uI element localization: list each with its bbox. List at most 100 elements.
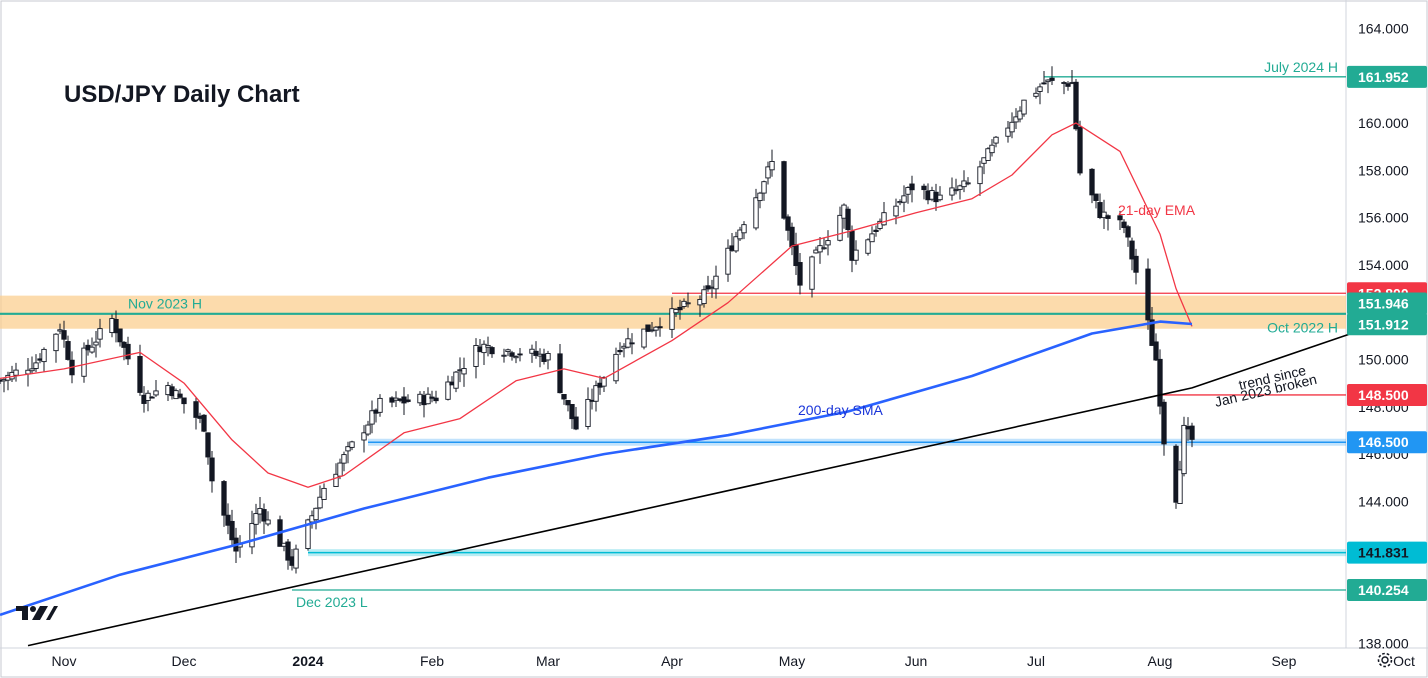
y-tick-label: 160.000 <box>1358 115 1409 131</box>
series-line <box>27 316 1401 647</box>
candle-body <box>369 410 375 425</box>
candle-body <box>505 349 511 353</box>
candle-body <box>29 368 35 372</box>
gear-icon[interactable] <box>1377 652 1393 668</box>
candle-body <box>965 182 971 185</box>
candle-body <box>821 247 827 250</box>
x-tick-label: Aug <box>1148 653 1173 669</box>
y-tick-label: 138.000 <box>1358 635 1409 651</box>
gear-core <box>1381 656 1389 664</box>
y-tick-label: 144.000 <box>1358 493 1409 509</box>
candle-body <box>41 348 47 363</box>
candle-body <box>1017 110 1023 120</box>
level-note: Dec 2023 L <box>296 594 368 610</box>
price-tag-label: 148.500 <box>1358 387 1409 403</box>
candle-body <box>361 432 367 441</box>
candle-body <box>221 481 227 516</box>
candle-body <box>753 197 759 229</box>
price-tag-label: 146.500 <box>1358 434 1409 450</box>
candle-body <box>1073 81 1079 130</box>
candle-body <box>209 457 215 482</box>
candle-body <box>153 390 159 396</box>
logo-dot <box>30 606 36 612</box>
candle-body <box>977 166 983 185</box>
candle-body <box>685 302 691 305</box>
candle-body <box>53 333 59 352</box>
logo-bar <box>16 606 27 611</box>
candle-body <box>265 519 271 525</box>
candle-body <box>657 326 663 329</box>
candle-body <box>937 194 943 201</box>
candle-body <box>261 509 267 522</box>
candle-body <box>585 398 591 427</box>
candle-body <box>1105 215 1111 219</box>
candle-body <box>181 397 187 405</box>
candle-body <box>97 328 103 340</box>
candle-body <box>453 371 459 389</box>
candle-body <box>33 362 39 369</box>
candle-body <box>573 416 579 430</box>
candle-body <box>569 404 575 420</box>
candles-layer <box>0 66 1195 574</box>
candle-body <box>293 548 299 569</box>
ema-label: 21-day EMA <box>1118 202 1196 218</box>
candle-body <box>617 349 623 353</box>
candle-body <box>249 522 255 548</box>
candle-body <box>61 330 67 340</box>
candle-body <box>1161 401 1167 445</box>
candle-body <box>561 394 567 400</box>
candle-body <box>137 355 143 393</box>
price-tag-label: 151.912 <box>1358 316 1409 332</box>
candle-body <box>629 342 635 345</box>
chart-title: USD/JPY Daily Chart <box>64 81 300 108</box>
candle-body <box>337 462 343 477</box>
candle-body <box>125 343 131 360</box>
candle-body <box>957 185 963 190</box>
candle-body <box>1149 319 1155 346</box>
candle-body <box>425 393 431 405</box>
candle-body <box>1157 358 1163 407</box>
candle-body <box>953 189 959 192</box>
price-tag <box>1347 431 1427 454</box>
candle-body <box>205 432 211 458</box>
time-axis[interactable]: Nov Dec 2024 Feb Mar Apr May Jun Jul Aug Sep Oct <box>52 653 1415 669</box>
candle-body <box>1049 77 1055 81</box>
x-tick-label: Apr <box>661 653 683 669</box>
candle-body <box>445 381 451 400</box>
candle-body <box>873 229 879 232</box>
candle-body <box>853 249 859 261</box>
logo-stem <box>22 606 28 620</box>
candle-body <box>1121 221 1127 229</box>
level-note: Nov 2023 H <box>128 295 202 311</box>
x-tick-label: Sep <box>1272 653 1297 669</box>
candle-body <box>149 396 155 399</box>
candle-body <box>781 161 787 219</box>
candle-body <box>345 446 351 452</box>
candle-body <box>509 352 515 357</box>
series-layer <box>0 122 1401 647</box>
candle-body <box>737 229 743 240</box>
candle-body <box>881 212 887 226</box>
candle-body <box>193 401 199 418</box>
candle-body <box>557 353 563 394</box>
candle-body <box>1037 86 1043 92</box>
level-note: July 2024 H <box>1264 59 1338 75</box>
candle-body <box>517 353 523 356</box>
candle-body <box>845 208 851 231</box>
price-tag-label: 141.831 <box>1358 545 1409 561</box>
candle-body <box>485 344 491 348</box>
y-tick-label: 150.000 <box>1358 351 1409 367</box>
candle-body <box>1089 168 1095 196</box>
candle-body <box>905 187 911 195</box>
candle-body <box>177 393 183 398</box>
candle-body <box>669 308 675 330</box>
candle-body <box>365 424 371 435</box>
candle-body <box>653 326 659 331</box>
candle-body <box>321 487 327 500</box>
price-tag <box>1347 292 1427 315</box>
tradingview-logo[interactable] <box>16 606 58 620</box>
candle-body <box>565 400 571 406</box>
